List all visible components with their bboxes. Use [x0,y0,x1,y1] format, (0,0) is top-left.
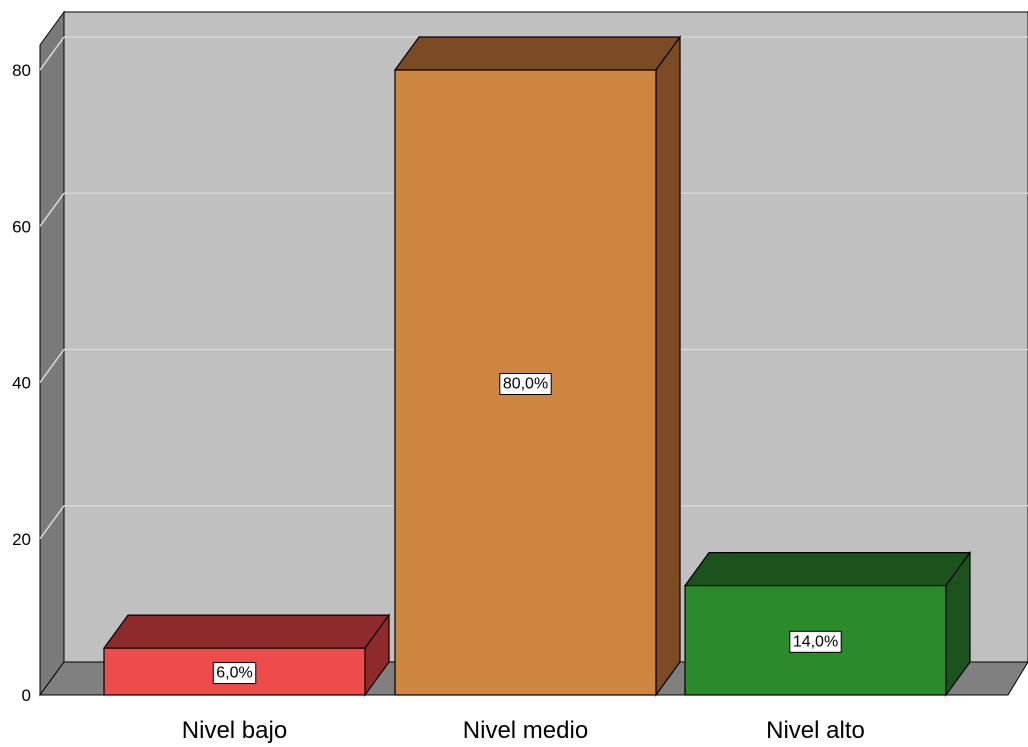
data-label-box [789,630,842,653]
data-label-text: 14,0% [793,633,838,650]
data-label-text: 80,0% [503,376,548,393]
gridline-side [39,36,65,71]
gridline-side [39,192,65,227]
data-label-box [212,662,257,685]
bar-top [102,614,391,649]
x-category-label: Nivel bajo [182,717,287,744]
bars: 6,0% 80,0% 14,0% [102,35,972,697]
bar-3: 14,0% [683,550,972,697]
data-label: 80,0% [499,373,552,395]
x-category-label: Nivel medio [463,717,588,744]
y-tick-label: 40 [12,374,31,393]
x-axis-categories: Nivel bajo Nivel medio Nivel alto [182,717,865,744]
gridline-side [39,505,65,540]
bar-top [683,552,972,587]
data-label-box [499,373,552,395]
y-tick-label: 60 [12,217,31,236]
data-label: 14,0% [789,630,842,653]
data-label-text: 6,0% [216,665,252,682]
bar-top [393,36,682,71]
bar-2: 80,0% [393,35,682,697]
y-tick-label: 80 [12,61,31,80]
bar-side [655,35,681,697]
y-tick-label: 0 [22,686,31,705]
x-category-label: Nivel alto [766,717,865,744]
y-axis-ticks: 0 20 40 60 80 [12,61,31,705]
bar-1: 6,0% [102,613,391,697]
gridline-side [39,349,65,383]
y-tick-label: 20 [12,530,31,549]
data-label: 6,0% [212,662,257,685]
